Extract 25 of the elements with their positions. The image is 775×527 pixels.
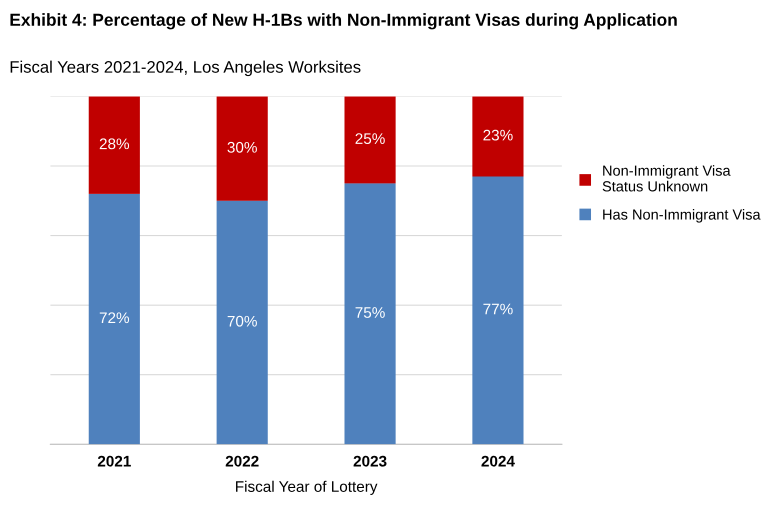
bar bbox=[216, 200, 268, 444]
legend-label: Non-Immigrant Visa Status Unknown bbox=[602, 165, 731, 192]
x-tick-label: 2024 bbox=[481, 456, 515, 467]
data-label: 75% bbox=[356, 307, 385, 318]
data-label: 72% bbox=[100, 312, 130, 324]
bar bbox=[88, 96, 140, 194]
bar bbox=[344, 183, 396, 444]
x-axis-title: Fiscal Year of Lottery bbox=[236, 480, 378, 495]
legend-label: Has Non-Immigrant Visa bbox=[603, 208, 761, 223]
data-label: 23% bbox=[483, 130, 513, 141]
bar bbox=[88, 194, 140, 444]
x-tick-label: 2021 bbox=[98, 456, 131, 467]
chart-title: Exhibit 4: Percentage of New H-1Bs with Non-Immigrant Visas during Application bbox=[10, 13, 677, 30]
x-tick-label: 2022 bbox=[226, 456, 259, 467]
data-label: 28% bbox=[100, 138, 130, 150]
bar bbox=[472, 96, 524, 176]
x-tick-label: 2023 bbox=[354, 456, 387, 467]
bar bbox=[216, 96, 268, 201]
bar bbox=[472, 176, 524, 444]
data-label: 77% bbox=[483, 304, 513, 314]
data-label: 70% bbox=[228, 316, 257, 327]
data-label: 25% bbox=[356, 133, 385, 144]
chart-subtitle: Fiscal Years 2021-2024, Los Angeles Worksites bbox=[10, 60, 360, 76]
data-label: 30% bbox=[227, 142, 257, 153]
bar bbox=[344, 96, 396, 184]
